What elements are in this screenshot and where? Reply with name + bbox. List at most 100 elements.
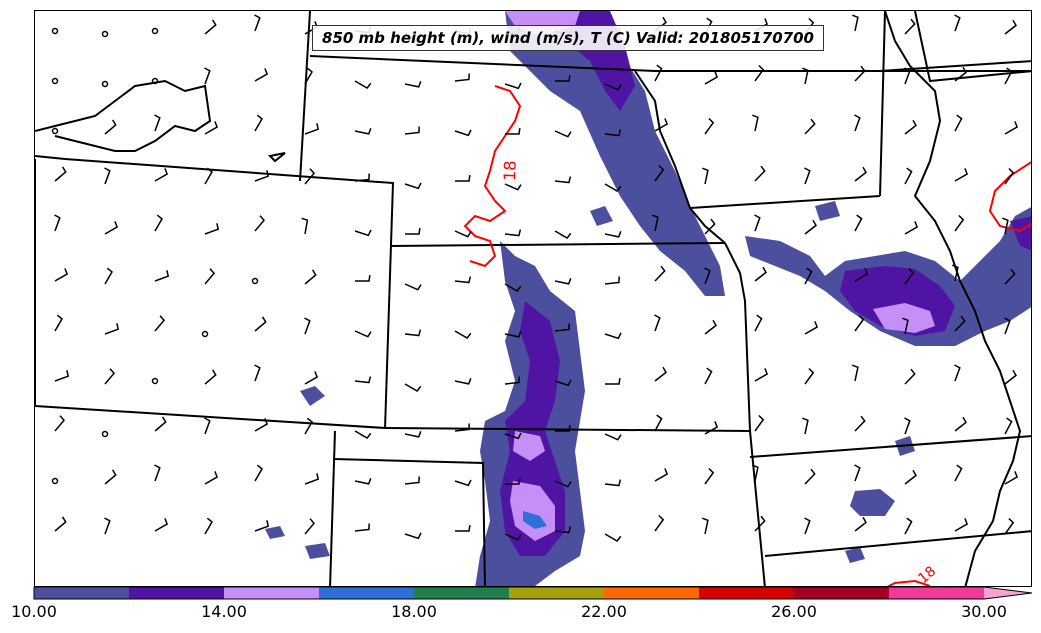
wind-barb — [802, 417, 809, 435]
shade-cell-5 — [845, 547, 865, 563]
wind-barb — [854, 268, 869, 282]
wind-barb — [554, 379, 572, 387]
wind-barb — [54, 268, 69, 282]
wind-barb — [204, 167, 213, 185]
border-ia-mo — [689, 195, 881, 209]
shade-cell-8 — [815, 201, 840, 221]
wind-barb — [704, 421, 719, 435]
wind-barb — [454, 73, 470, 82]
wind-barb — [504, 331, 522, 338]
wind-barb — [204, 67, 211, 85]
wind-barb — [1004, 19, 1017, 35]
wind-barb — [154, 214, 163, 232]
wind-barb — [804, 468, 816, 485]
calm-wind-marker — [101, 30, 109, 38]
wind-barb — [604, 433, 622, 441]
calm-wind-marker — [101, 80, 109, 88]
wind-barb — [704, 267, 711, 285]
shade-band-central-light — [513, 431, 545, 461]
wind-barb — [154, 518, 169, 532]
wind-barb — [454, 423, 470, 432]
wind-barb — [854, 166, 867, 182]
wind-barb — [852, 14, 859, 32]
wind-barbs — [51, 14, 1019, 542]
wind-barb — [104, 221, 119, 235]
contour-label-1: 18 — [500, 160, 520, 181]
wind-barb — [954, 14, 961, 32]
wind-barb — [204, 369, 217, 385]
wind-barb — [904, 517, 913, 535]
wind-barb — [304, 269, 317, 285]
wind-barb — [654, 314, 661, 332]
wind-barb — [704, 319, 717, 335]
wind-barb — [254, 418, 269, 432]
wind-barb — [154, 315, 165, 332]
wind-barb — [704, 71, 719, 85]
shade-blob-east-tip — [1010, 216, 1031, 251]
wind-barb — [702, 517, 709, 535]
colorbar-tick-label: 22.00 — [581, 602, 627, 621]
wind-barb — [404, 329, 422, 337]
wind-barb — [752, 464, 759, 482]
wind-barb — [354, 229, 372, 237]
wind-barb — [852, 364, 859, 382]
colorbar-tick-label: 10.00 — [11, 602, 57, 621]
wind-barb — [754, 214, 761, 232]
wind-barb — [604, 231, 622, 238]
wind-barb — [904, 221, 919, 235]
wind-barb — [104, 517, 111, 535]
calm-wind-marker — [151, 377, 159, 385]
wind-barb — [804, 267, 813, 285]
border-wy-mt — [35, 155, 66, 160]
calm-wind-marker — [51, 477, 59, 485]
wind-barb — [254, 316, 267, 332]
border-north-lake — [914, 11, 1031, 83]
colorbar-segment — [889, 587, 984, 599]
wind-barb — [804, 367, 815, 385]
colorbar-outline — [33, 586, 1033, 600]
wind-barb — [54, 516, 67, 532]
wind-barb — [554, 480, 572, 488]
wind-barb — [254, 14, 261, 32]
wind-barb — [104, 469, 117, 485]
wind-barb — [454, 129, 472, 137]
wind-barb — [404, 81, 422, 88]
wind-barb — [254, 114, 263, 132]
wind-barb — [504, 376, 520, 385]
wind-barb — [954, 168, 969, 182]
wind-barb — [254, 364, 261, 382]
wind-barb — [405, 227, 421, 235]
wind-barb — [954, 315, 966, 332]
border-sd-ne — [309, 55, 656, 72]
colorbar-tick-label: 26.00 — [771, 602, 817, 621]
wind-barb — [204, 19, 217, 35]
wind-barb — [954, 214, 965, 232]
wind-barb — [355, 274, 371, 282]
wind-barb — [54, 415, 65, 432]
shade-cell-2 — [850, 489, 895, 516]
wind-barb — [304, 168, 315, 185]
wind-barb — [354, 330, 372, 338]
wind-barb — [454, 479, 472, 487]
wind-barb — [954, 364, 961, 382]
colorbar-segment — [319, 587, 414, 599]
calm-wind-marker — [151, 77, 159, 85]
wind-barb — [804, 118, 816, 135]
wind-barb — [454, 330, 472, 339]
wind-barb — [1004, 67, 1013, 85]
wind-barb — [354, 128, 372, 135]
colorbar-segment — [604, 587, 699, 599]
map-panel: 18 18 850 mb height (m), wind (m/s), T (… — [34, 10, 1032, 587]
wind-barb — [554, 323, 570, 332]
border-co-south — [35, 405, 386, 429]
wind-barb — [954, 66, 967, 82]
colorbar-segment — [129, 587, 224, 599]
wind-barb — [1004, 517, 1015, 535]
wind-barb — [654, 164, 665, 182]
wind-barb — [704, 467, 715, 485]
wind-barb — [954, 416, 967, 432]
wind-barb — [1004, 369, 1017, 385]
wind-barb — [954, 518, 969, 532]
wind-barb — [854, 415, 866, 432]
wind-barb — [204, 223, 220, 235]
